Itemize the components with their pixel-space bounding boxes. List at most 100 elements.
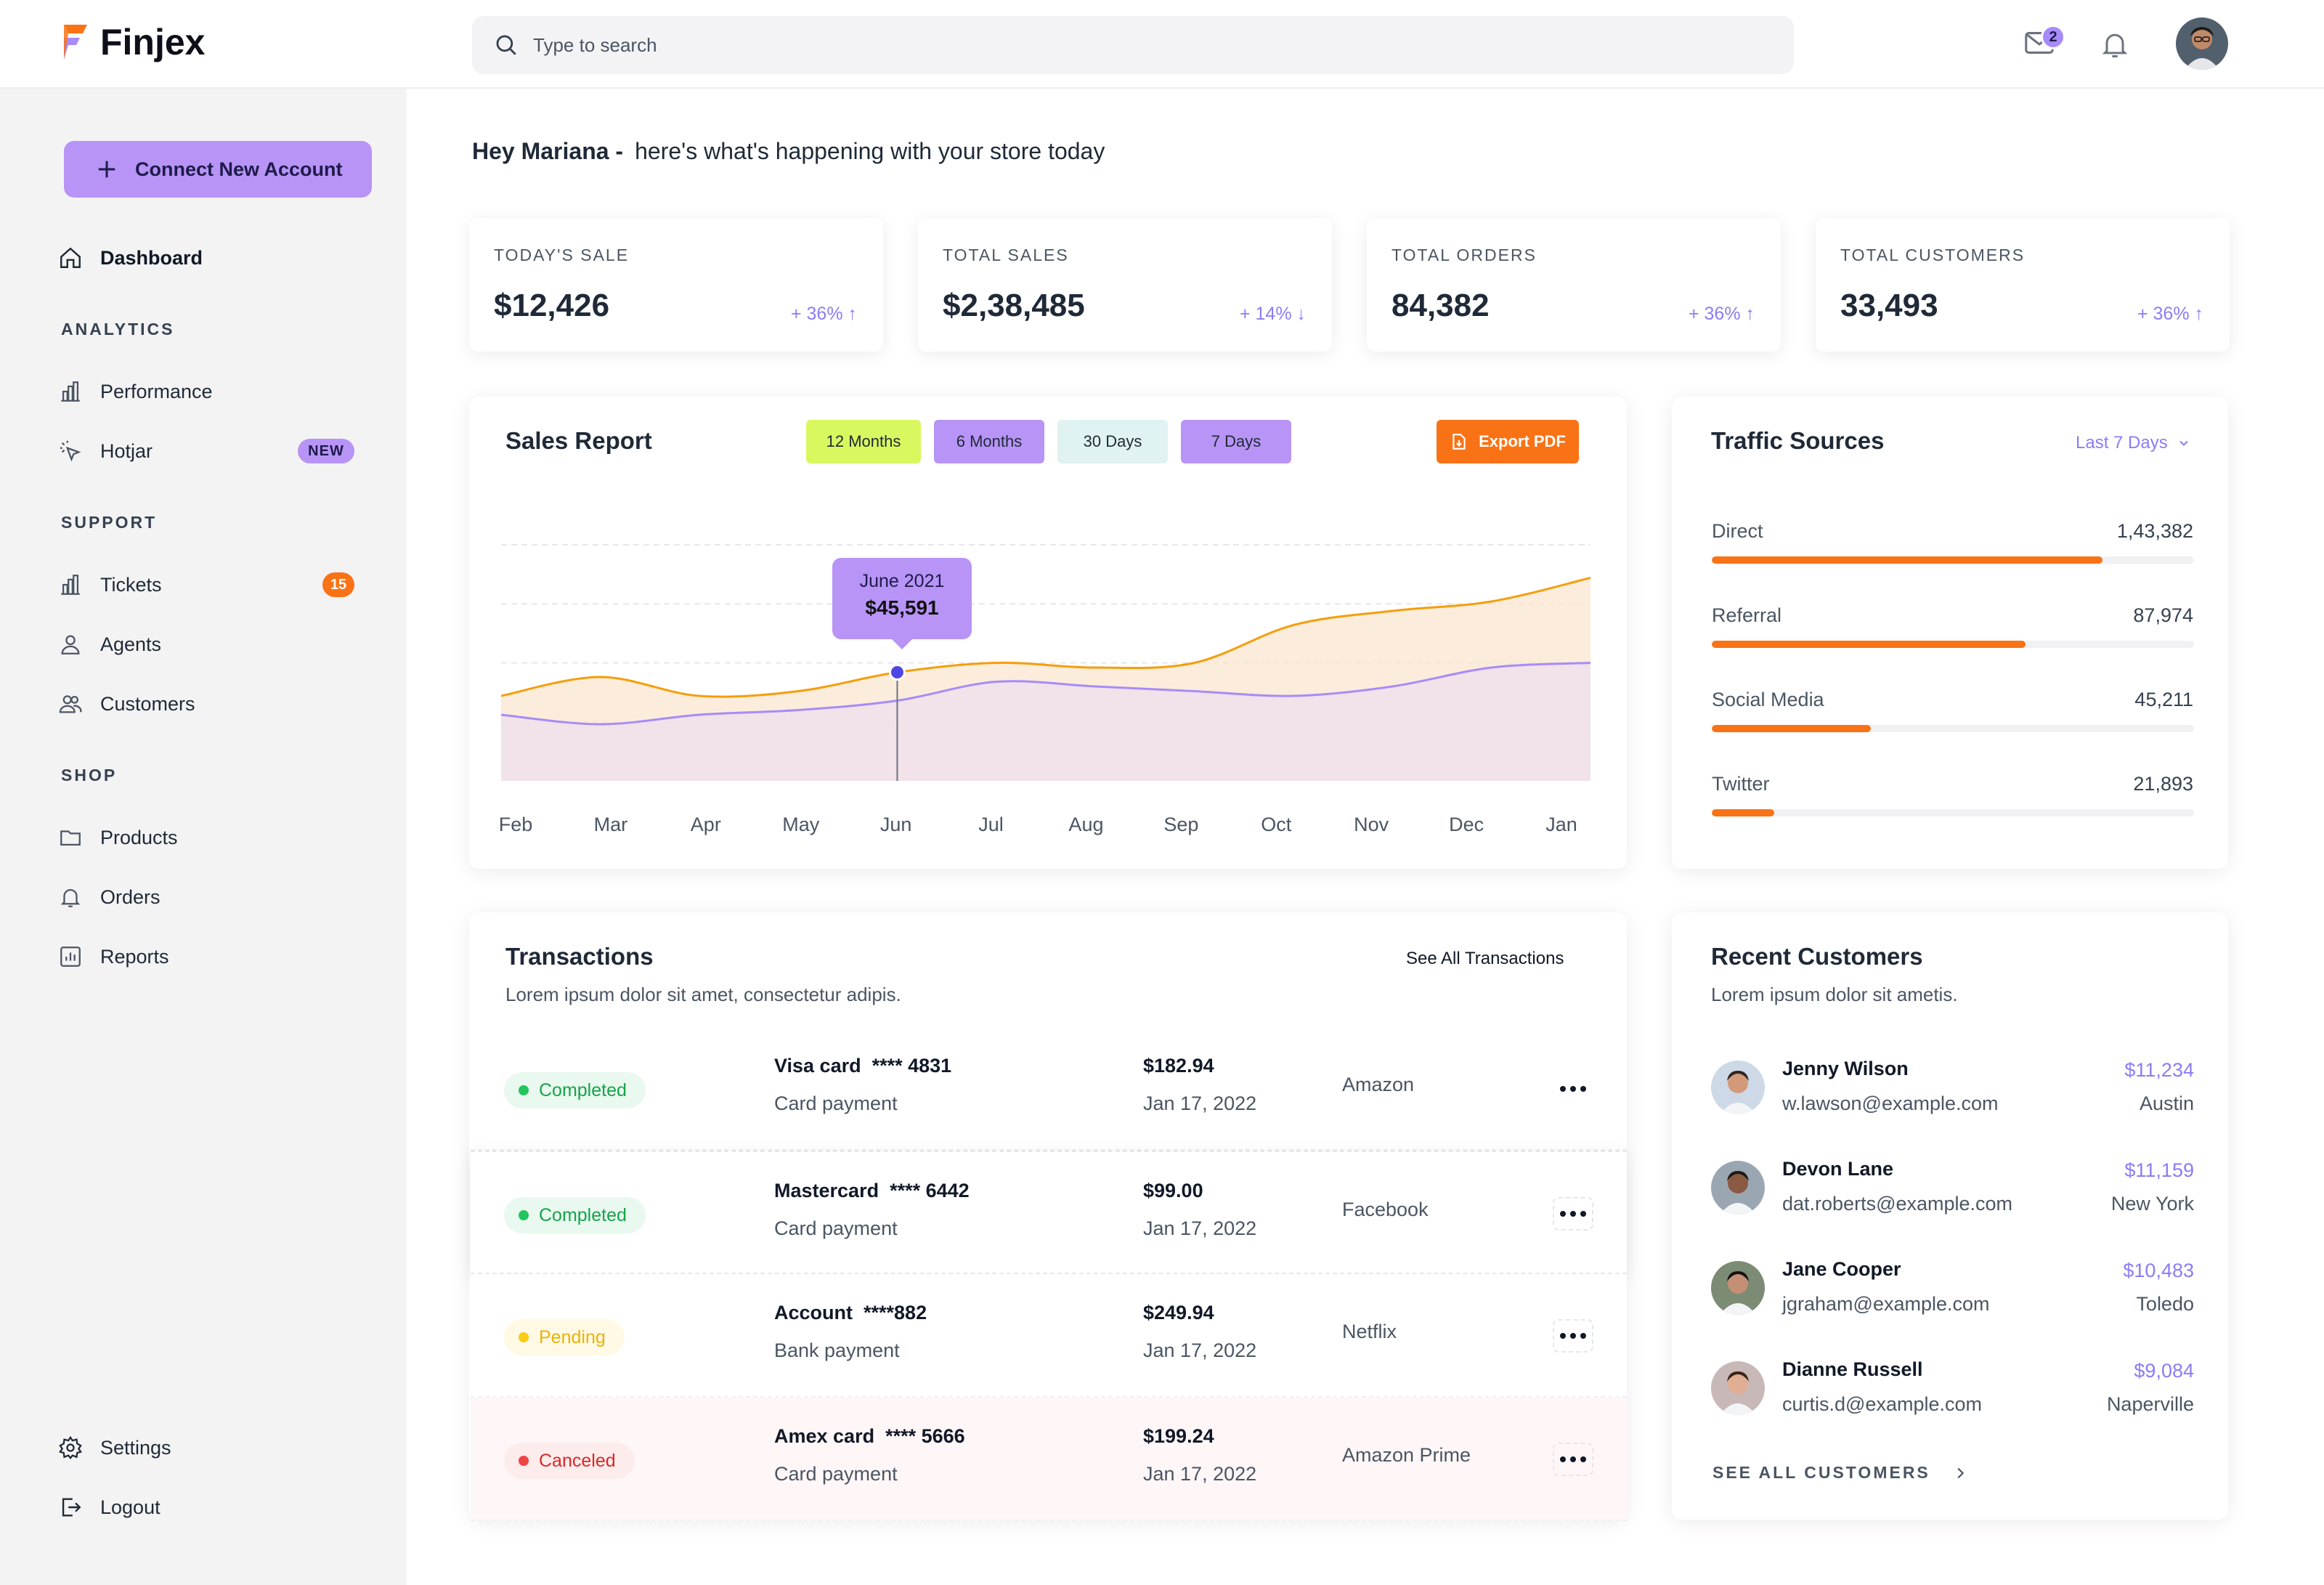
ticket-chart-icon xyxy=(61,575,80,595)
transaction-date: Jan 17, 2022 xyxy=(1143,1217,1257,1239)
connect-new-account-button[interactable]: Connect New Account xyxy=(64,141,372,198)
sidebar-item-hotjar[interactable]: Hotjar xyxy=(58,433,363,469)
transaction-row[interactable]: Completed Visa card **** 4831 Card payme… xyxy=(471,1027,1627,1151)
series-2-line xyxy=(501,662,1590,726)
search-input[interactable]: Type to search xyxy=(472,16,1794,74)
sidebar-item-label: Hotjar xyxy=(100,439,153,462)
customer-row[interactable]: Dianne Russell curtis.d@example.com $9,0… xyxy=(1711,1355,2194,1421)
plus-icon xyxy=(98,161,115,178)
x-axis-tick-label: Oct xyxy=(1261,814,1292,835)
more-options-icon[interactable] xyxy=(1553,1197,1593,1231)
stat-change: + 14% ↓ xyxy=(1239,304,1306,324)
traffic-source-label: Direct xyxy=(1712,520,1763,542)
status-label: Canceled xyxy=(539,1450,616,1471)
sidebar-item-performance[interactable]: Performance xyxy=(58,373,363,410)
recent-customers-card xyxy=(1672,912,2228,1520)
transaction-payment-type: Bank payment xyxy=(774,1339,900,1361)
sidebar-item-logout[interactable]: Logout xyxy=(58,1489,363,1525)
stat-value: $12,426 xyxy=(494,288,610,323)
tooltip-label: June 2021 xyxy=(859,571,945,591)
more-options-icon[interactable] xyxy=(1553,1443,1593,1476)
search-icon xyxy=(496,35,516,55)
x-axis-tick-label: Feb xyxy=(498,814,533,835)
sidebar-item-orders[interactable]: Orders xyxy=(58,879,363,915)
status-dot xyxy=(519,1456,529,1466)
transaction-row[interactable]: Canceled Amex card **** 5666 Card paymen… xyxy=(471,1398,1627,1521)
sidebar-item-agents[interactable]: Agents xyxy=(58,626,363,662)
transaction-account: Account ****882 xyxy=(774,1302,927,1323)
see-all-customers-label: SEE ALL CUSTOMERS xyxy=(1712,1463,1930,1482)
series-2-area xyxy=(501,662,1590,781)
sidebar-item-reports[interactable]: Reports xyxy=(58,939,363,975)
sidebar-item-products[interactable]: Products xyxy=(58,819,363,856)
mail-count-badge: 2 xyxy=(2041,25,2065,49)
x-axis-tick-label: May xyxy=(782,814,820,835)
export-pdf-button[interactable]: Export PDF xyxy=(1437,420,1579,463)
recent-customers-subtitle: Lorem ipsum dolor sit ametis. xyxy=(1711,984,1958,1005)
transaction-amount: $99.00 xyxy=(1143,1180,1203,1201)
transaction-account: Mastercard **** 6442 xyxy=(774,1180,970,1201)
sidebar-item-settings[interactable]: Settings xyxy=(58,1430,363,1466)
traffic-range-label: Last 7 Days xyxy=(2076,433,2168,453)
status-badge: Pending xyxy=(504,1319,625,1355)
status-label: Pending xyxy=(539,1326,606,1347)
highlight-point[interactable] xyxy=(888,664,906,681)
sidebar-item-dashboard[interactable]: Dashboard xyxy=(58,240,363,276)
sidebar-item-customers[interactable]: Customers xyxy=(58,686,363,722)
sidebar-item-label: Tickets xyxy=(100,573,162,596)
traffic-progress-fill xyxy=(1712,725,1872,732)
bell-icon[interactable] xyxy=(2099,28,2131,61)
transaction-account: Visa card **** 4831 xyxy=(774,1055,952,1077)
traffic-title: Traffic Sources xyxy=(1711,427,1885,454)
customer-row[interactable]: Jane Cooper jgraham@example.com $10,483 … xyxy=(1711,1255,2194,1321)
user-avatar[interactable] xyxy=(2176,17,2228,70)
customer-row[interactable]: Jenny Wilson w.lawson@example.com $11,23… xyxy=(1711,1055,2194,1120)
sidebar-item-tickets[interactable]: Tickets xyxy=(58,567,363,603)
more-options-icon[interactable] xyxy=(1553,1319,1593,1353)
traffic-progress-fill xyxy=(1712,641,2026,648)
bar-chart-icon xyxy=(61,381,80,402)
section-title-support: SUPPORT xyxy=(61,513,158,532)
transaction-payment-type: Card payment xyxy=(774,1463,898,1485)
traffic-progress-bar xyxy=(1712,556,2194,564)
traffic-source-value: 87,974 xyxy=(2133,604,2193,626)
transaction-row[interactable]: Pending Account ****882 Bank payment $24… xyxy=(471,1274,1627,1398)
traffic-progress-fill xyxy=(1712,556,2102,564)
greeting: Hey Mariana - here's what's happening wit… xyxy=(472,138,1105,165)
traffic-progress-bar xyxy=(1712,809,2194,816)
stat-change: + 36% ↑ xyxy=(790,304,857,324)
customer-city: Toledo xyxy=(2136,1293,2194,1315)
traffic-range-dropdown[interactable]: Last 7 Days xyxy=(2076,433,2191,453)
stat-value: 84,382 xyxy=(1391,288,1490,323)
stat-card-total-customers: TOTAL CUSTOMERS 33,493 + 36% ↑ xyxy=(1816,218,2230,352)
customer-email: curtis.d@example.com xyxy=(1782,1393,1982,1415)
tickets-count-badge: 15 xyxy=(322,572,354,597)
sidebar-item-label: Orders xyxy=(100,885,161,908)
see-all-transactions-link[interactable]: See All Transactions xyxy=(1406,949,1564,968)
x-axis-tick-label: Sep xyxy=(1163,814,1199,835)
transaction-merchant: Amazon Prime xyxy=(1342,1444,1471,1466)
traffic-source-label: Twitter xyxy=(1712,773,1770,795)
range-7-days-button[interactable]: 7 Days xyxy=(1181,420,1291,463)
x-axis-tick-label: Aug xyxy=(1068,814,1104,835)
range-12-months-button[interactable]: 12 Months xyxy=(806,420,921,463)
x-axis-tick-label: Jan xyxy=(1545,814,1577,835)
stat-value: 33,493 xyxy=(1840,288,1938,323)
more-options-icon[interactable] xyxy=(1553,1072,1593,1106)
brand-logo[interactable]: Finjex xyxy=(58,20,205,64)
customer-amount: $11,159 xyxy=(2124,1159,2194,1181)
traffic-source-value: 45,211 xyxy=(2134,689,2193,710)
brand-name: Finjex xyxy=(100,22,206,62)
see-all-customers-link[interactable]: SEE ALL CUSTOMERS xyxy=(1712,1463,1968,1483)
stat-title: TOTAL CUSTOMERS xyxy=(1840,246,2026,264)
range-6-months-button[interactable]: 6 Months xyxy=(934,420,1044,463)
customer-email: w.lawson@example.com xyxy=(1782,1093,1999,1114)
customer-name: Devon Lane xyxy=(1782,1158,1894,1180)
x-axis-tick-label: Dec xyxy=(1449,814,1484,835)
stat-title: TOTAL ORDERS xyxy=(1391,246,1537,264)
range-30-days-button[interactable]: 30 Days xyxy=(1057,420,1168,463)
transaction-row[interactable]: Completed Mastercard **** 6442 Card paym… xyxy=(471,1151,1627,1274)
customer-row[interactable]: Devon Lane dat.roberts@example.com $11,1… xyxy=(1711,1155,2194,1220)
customer-name: Jane Cooper xyxy=(1782,1258,1901,1280)
status-dot xyxy=(519,1210,529,1220)
